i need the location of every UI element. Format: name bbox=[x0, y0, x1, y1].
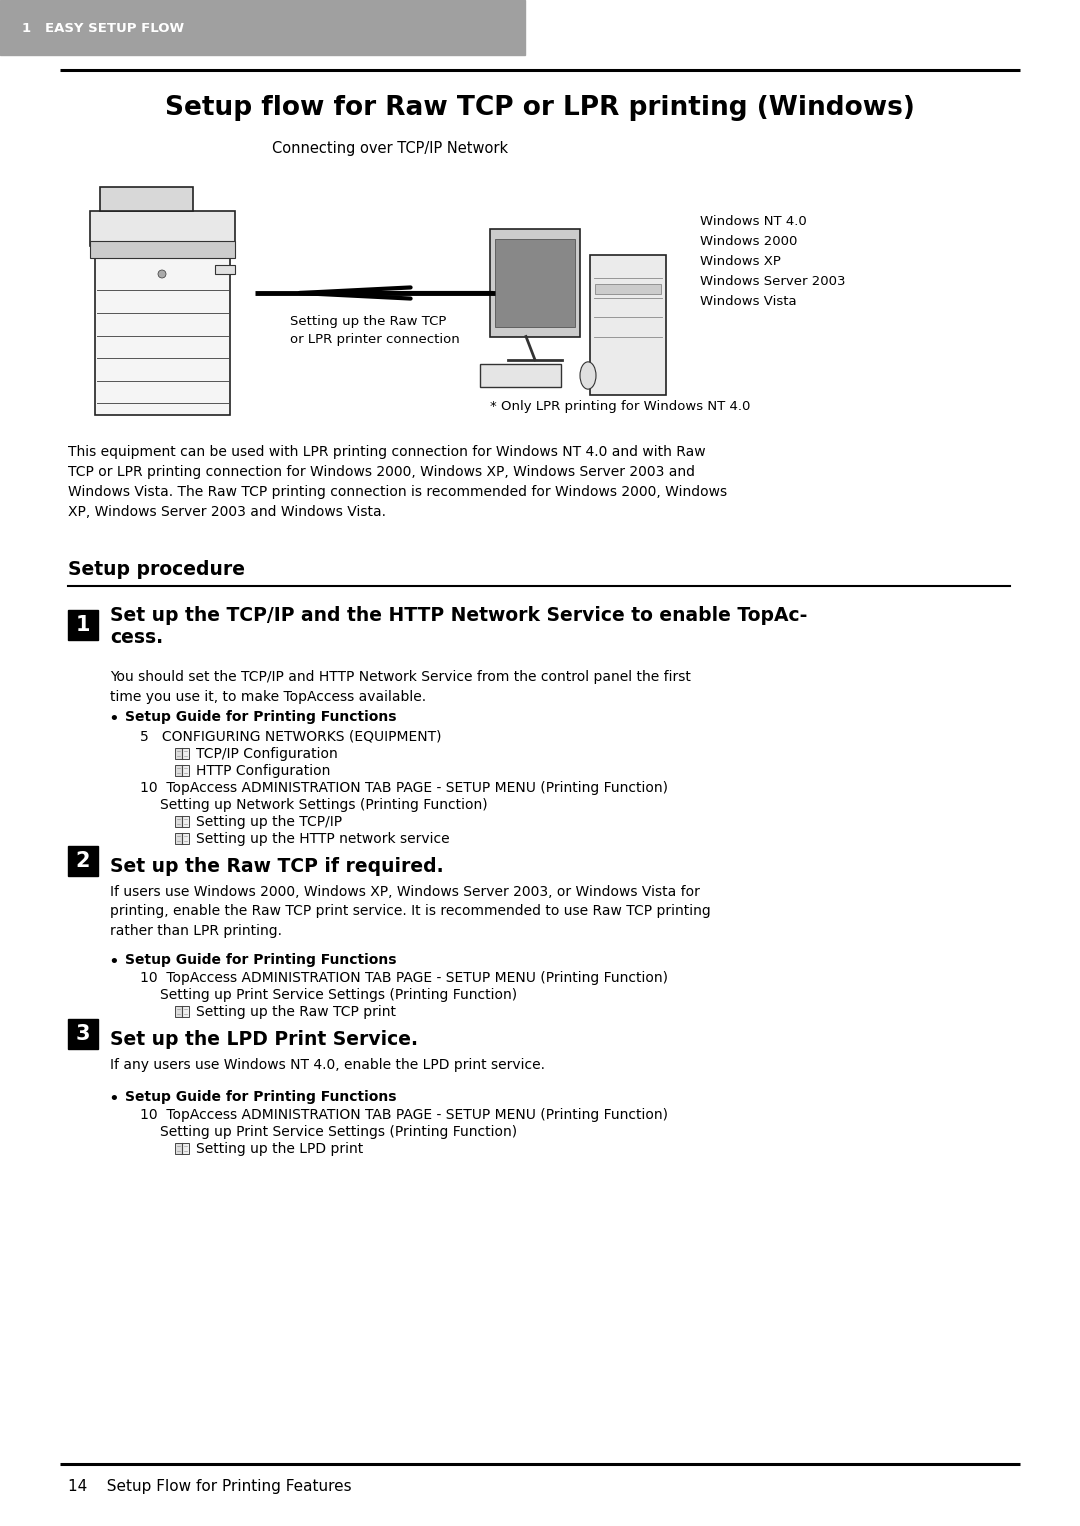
Bar bbox=[175, 815, 183, 827]
Bar bbox=[68, 845, 98, 876]
Bar bbox=[175, 1006, 183, 1016]
Text: You should set the TCP/IP and HTTP Network Service from the control panel the fi: You should set the TCP/IP and HTTP Netwo… bbox=[110, 670, 691, 703]
Bar bbox=[183, 1006, 189, 1016]
Text: Setup Guide for Printing Functions: Setup Guide for Printing Functions bbox=[125, 954, 396, 967]
Text: Windows Server 2003: Windows Server 2003 bbox=[700, 275, 846, 288]
Text: Set up the TCP/IP and the HTTP Network Service to enable TopAc-: Set up the TCP/IP and the HTTP Network S… bbox=[110, 606, 808, 626]
Text: 3: 3 bbox=[76, 1024, 91, 1044]
Bar bbox=[175, 748, 183, 758]
Bar bbox=[95, 246, 230, 415]
Text: Setting up Network Settings (Printing Function): Setting up Network Settings (Printing Fu… bbox=[160, 798, 488, 812]
Bar bbox=[68, 1019, 98, 1048]
Text: cess.: cess. bbox=[110, 629, 163, 647]
Bar bbox=[490, 229, 580, 337]
Text: 5   CONFIGURING NETWORKS (EQUIPMENT): 5 CONFIGURING NETWORKS (EQUIPMENT) bbox=[140, 729, 442, 745]
Text: 1   EASY SETUP FLOW: 1 EASY SETUP FLOW bbox=[22, 21, 184, 35]
Bar bbox=[0, 0, 525, 55]
Text: HTTP Configuration: HTTP Configuration bbox=[195, 765, 330, 778]
Bar bbox=[90, 241, 235, 258]
Text: Connecting over TCP/IP Network: Connecting over TCP/IP Network bbox=[272, 140, 508, 156]
Bar bbox=[100, 188, 193, 211]
Text: Windows Vista: Windows Vista bbox=[700, 295, 797, 308]
Text: •: • bbox=[108, 1090, 119, 1108]
Text: Setup Guide for Printing Functions: Setup Guide for Printing Functions bbox=[125, 710, 396, 723]
Text: Setup Guide for Printing Functions: Setup Guide for Printing Functions bbox=[125, 1090, 396, 1103]
Text: Windows XP: Windows XP bbox=[700, 255, 781, 269]
Bar bbox=[175, 765, 183, 775]
Bar bbox=[215, 264, 235, 275]
Text: Windows NT 4.0: Windows NT 4.0 bbox=[700, 215, 807, 227]
Text: Setting up the LPD print: Setting up the LPD print bbox=[195, 1141, 363, 1157]
Text: 10  TopAccess ADMINISTRATION TAB PAGE - SETUP MENU (Printing Function): 10 TopAccess ADMINISTRATION TAB PAGE - S… bbox=[140, 781, 669, 795]
Bar bbox=[68, 610, 98, 639]
Bar bbox=[90, 211, 235, 246]
Text: Setting up the Raw TCP
or LPR printer connection: Setting up the Raw TCP or LPR printer co… bbox=[291, 314, 460, 346]
Bar bbox=[183, 833, 189, 844]
Text: 1: 1 bbox=[76, 615, 91, 635]
Text: * Only LPR printing for Windows NT 4.0: * Only LPR printing for Windows NT 4.0 bbox=[490, 400, 751, 414]
Text: Set up the Raw TCP if required.: Set up the Raw TCP if required. bbox=[110, 858, 444, 876]
Bar bbox=[183, 1143, 189, 1154]
Bar bbox=[175, 833, 183, 844]
Text: Windows 2000: Windows 2000 bbox=[700, 235, 797, 249]
Bar bbox=[183, 748, 189, 758]
Ellipse shape bbox=[580, 362, 596, 389]
Bar bbox=[175, 1143, 183, 1154]
Text: TCP/IP Configuration: TCP/IP Configuration bbox=[195, 748, 338, 761]
Circle shape bbox=[158, 270, 166, 278]
Bar bbox=[590, 255, 666, 395]
Text: This equipment can be used with LPR printing connection for Windows NT 4.0 and w: This equipment can be used with LPR prin… bbox=[68, 446, 727, 519]
Text: Set up the LPD Print Service.: Set up the LPD Print Service. bbox=[110, 1030, 418, 1048]
Text: Setup flow for Raw TCP or LPR printing (Windows): Setup flow for Raw TCP or LPR printing (… bbox=[165, 95, 915, 121]
Bar bbox=[480, 363, 561, 388]
Text: •: • bbox=[108, 954, 119, 971]
Text: If any users use Windows NT 4.0, enable the LPD print service.: If any users use Windows NT 4.0, enable … bbox=[110, 1058, 545, 1071]
Text: 2: 2 bbox=[76, 852, 91, 871]
Text: •: • bbox=[108, 710, 119, 728]
Text: If users use Windows 2000, Windows XP, Windows Server 2003, or Windows Vista for: If users use Windows 2000, Windows XP, W… bbox=[110, 885, 711, 938]
Text: 10  TopAccess ADMINISTRATION TAB PAGE - SETUP MENU (Printing Function): 10 TopAccess ADMINISTRATION TAB PAGE - S… bbox=[140, 1108, 669, 1122]
Bar bbox=[183, 765, 189, 775]
Text: Setting up the TCP/IP: Setting up the TCP/IP bbox=[195, 815, 342, 829]
Text: 10  TopAccess ADMINISTRATION TAB PAGE - SETUP MENU (Printing Function): 10 TopAccess ADMINISTRATION TAB PAGE - S… bbox=[140, 971, 669, 984]
Text: Setting up the Raw TCP print: Setting up the Raw TCP print bbox=[195, 1006, 396, 1019]
Bar bbox=[595, 284, 661, 293]
Text: 14    Setup Flow for Printing Features: 14 Setup Flow for Printing Features bbox=[68, 1479, 352, 1494]
Text: Setting up Print Service Settings (Printing Function): Setting up Print Service Settings (Print… bbox=[160, 987, 517, 1003]
Text: Setup procedure: Setup procedure bbox=[68, 560, 245, 578]
Bar bbox=[495, 240, 575, 327]
Text: Setting up the HTTP network service: Setting up the HTTP network service bbox=[195, 832, 449, 845]
Text: Setting up Print Service Settings (Printing Function): Setting up Print Service Settings (Print… bbox=[160, 1125, 517, 1138]
Bar bbox=[183, 815, 189, 827]
